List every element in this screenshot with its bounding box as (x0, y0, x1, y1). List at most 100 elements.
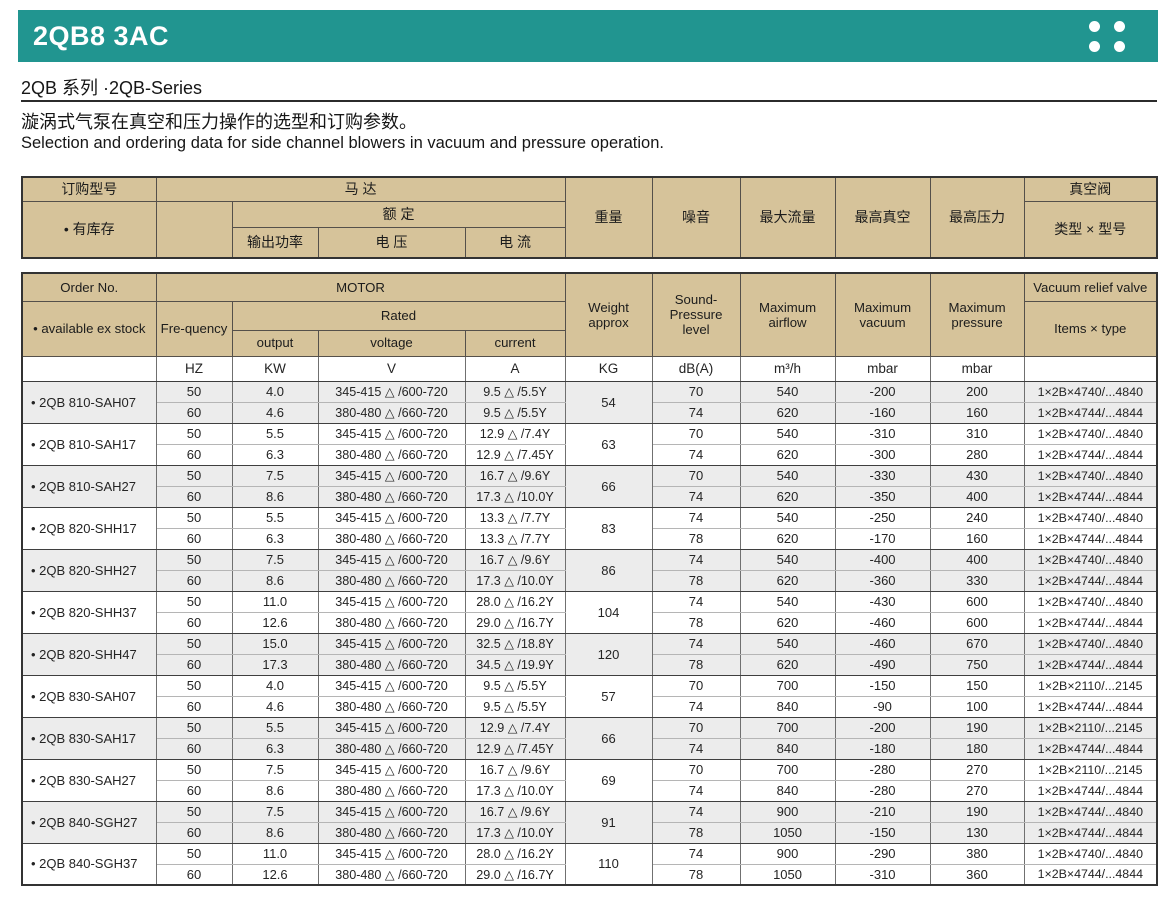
current-cell: 9.5 △ /5.5Y (464, 675, 566, 697)
sound-cell: 74 (651, 780, 741, 802)
valve-cell: 1×2B×4740/...4840 (1023, 507, 1158, 529)
units-row: HZ KW V A KG dB(A) m³/h mbar mbar (21, 355, 1158, 382)
model-cell: • 2QB 810-SAH07 (21, 381, 157, 424)
model-cell: • 2QB 830-SAH17 (21, 717, 157, 760)
hz-cell: 50 (155, 801, 233, 823)
sound-cell: 70 (651, 423, 741, 445)
pressure-cell: 150 (929, 675, 1025, 697)
vacuum-cell: -460 (834, 633, 931, 655)
spec-row: • 2QB 820-SHH17 50 5.5 345-415 △ /600-720 13… (21, 507, 1158, 550)
current-cell: 16.7 △ /9.6Y (464, 801, 566, 823)
zh-valve-type-header: 类型 × 型号 (1023, 200, 1158, 259)
sound-cell: 74 (651, 507, 741, 529)
voltage-cell: 345-415 △ /600-720 (317, 507, 466, 529)
valve-cell: 1×2B×4744/...4844 (1023, 486, 1158, 508)
output-cell: 11.0 (231, 591, 319, 613)
voltage-cell: 380-480 △ /660-720 (317, 528, 466, 550)
spec-row: 60 8.6 380-480 △ /660-720 17.3 △ /10.0Y 78 62… (22, 570, 1158, 592)
vacuum-cell: -160 (834, 402, 931, 424)
spec-row: • 2QB 830-SAH27 50 7.5 345-415 △ /600-720 16… (21, 759, 1158, 802)
spec-table-wrap: 订购型号 马 达 重量 噪音 最大流量 最高真空 最高压力 真空阀 • 有库存 … (21, 176, 1159, 886)
airflow-cell: 620 (739, 528, 836, 550)
spec-table: Order No. MOTOR Weight approx Sound-Pres… (21, 272, 1159, 886)
current-cell: 12.9 △ /7.4Y (464, 717, 566, 739)
hz-cell: 50 (155, 843, 233, 865)
grid-dots-icon (1089, 20, 1125, 52)
output-cell: 5.5 (231, 717, 319, 739)
hz-cell: 50 (155, 423, 233, 445)
sound-cell: 78 (651, 654, 741, 676)
spec-row: 60 6.3 380-480 △ /660-720 13.3 △ /7.7Y 78 620… (22, 528, 1158, 550)
en-output-header: output (231, 329, 319, 357)
spec-row: 60 4.6 380-480 △ /660-720 9.5 △ /5.5Y 74 620-… (22, 402, 1158, 424)
vacuum-cell: -290 (834, 843, 931, 865)
en-voltage-header: voltage (317, 329, 466, 357)
zh-valve-header: 真空阀 (1023, 176, 1158, 202)
model-cell: • 2QB 820-SHH27 (21, 549, 157, 592)
airflow-cell: 620 (739, 612, 836, 634)
pressure-cell: 200 (929, 381, 1025, 403)
en-current-header: current (464, 329, 566, 357)
current-cell: 12.9 △ /7.4Y (464, 423, 566, 445)
voltage-cell: 380-480 △ /660-720 (317, 864, 466, 886)
en-stock-header: • available ex stock (21, 300, 157, 357)
airflow-cell: 900 (739, 843, 836, 865)
en-airflow-header: Maximum airflow (739, 272, 836, 357)
spec-row: 60 17.3 380-480 △ /660-720 34.5 △ /19.9Y 78 6… (22, 654, 1158, 676)
hz-cell: 60 (155, 738, 233, 760)
en-frequency-header: Fre-quency (155, 300, 233, 357)
current-cell: 9.5 △ /5.5Y (464, 402, 566, 424)
model-cell: • 2QB 840-SGH27 (21, 801, 157, 844)
output-cell: 4.0 (231, 675, 319, 697)
hz-cell: 50 (155, 675, 233, 697)
spec-row: 60 12.6 380-480 △ /660-720 29.0 △ /16.7Y 78 1… (22, 864, 1158, 886)
pressure-cell: 160 (929, 402, 1025, 424)
spec-table-header-zh: 订购型号 马 达 重量 噪音 最大流量 最高真空 最高压力 真空阀 • 有库存 … (21, 176, 1159, 259)
current-cell: 28.0 △ /16.2Y (464, 843, 566, 865)
current-cell: 13.3 △ /7.7Y (464, 507, 566, 529)
weight-cell: 83 (564, 507, 653, 550)
vacuum-cell: -330 (834, 465, 931, 487)
model-cell: • 2QB 810-SAH17 (21, 423, 157, 466)
zh-airflow-header: 最大流量 (739, 176, 836, 259)
weight-cell: 91 (564, 801, 653, 844)
unit-hz: HZ (155, 355, 233, 382)
spec-row: • 2QB 810-SAH27 50 7.5 345-415 △ /600-720 16… (21, 465, 1158, 508)
spec-row: • 2QB 840-SGH27 50 7.5 345-415 △ /600-720 16… (21, 801, 1158, 844)
valve-cell: 1×2B×4744/...4844 (1023, 864, 1158, 886)
vacuum-cell: -200 (834, 381, 931, 403)
voltage-cell: 345-415 △ /600-720 (317, 801, 466, 823)
zh-frequency-header-blank (155, 200, 233, 259)
spec-row: • 2QB 810-SAH17 50 5.5 345-415 △ /600-720 12… (21, 423, 1158, 466)
sound-cell: 78 (651, 570, 741, 592)
airflow-cell: 1050 (739, 864, 836, 886)
vacuum-cell: -280 (834, 780, 931, 802)
hz-cell: 50 (155, 717, 233, 739)
spec-row: 60 8.6 380-480 △ /660-720 17.3 △ /10.0Y 78 10… (22, 822, 1158, 844)
airflow-cell: 840 (739, 780, 836, 802)
pressure-cell: 190 (929, 717, 1025, 739)
zh-motor-header: 马 达 (155, 176, 566, 202)
voltage-cell: 345-415 △ /600-720 (317, 423, 466, 445)
output-cell: 8.6 (231, 570, 319, 592)
vacuum-cell: -300 (834, 444, 931, 466)
weight-cell: 120 (564, 633, 653, 676)
current-cell: 32.5 △ /18.8Y (464, 633, 566, 655)
airflow-cell: 700 (739, 717, 836, 739)
vacuum-cell: -310 (834, 864, 931, 886)
valve-cell: 1×2B×4744/...4844 (1023, 444, 1158, 466)
spec-row: • 2QB 820-SHH27 50 7.5 345-415 △ /600-720 16… (21, 549, 1158, 592)
output-cell: 17.3 (231, 654, 319, 676)
airflow-cell: 620 (739, 486, 836, 508)
voltage-cell: 345-415 △ /600-720 (317, 675, 466, 697)
unit-m3h: m³/h (739, 355, 836, 382)
sound-cell: 78 (651, 528, 741, 550)
zh-stock-header: • 有库存 (21, 200, 157, 259)
pressure-cell: 670 (929, 633, 1025, 655)
spec-row: 60 6.3 380-480 △ /660-720 12.9 △ /7.45Y 74 62… (22, 444, 1158, 466)
output-cell: 8.6 (231, 822, 319, 844)
valve-cell: 1×2B×4744/...4844 (1023, 654, 1158, 676)
pressure-cell: 430 (929, 465, 1025, 487)
hz-cell: 50 (155, 465, 233, 487)
